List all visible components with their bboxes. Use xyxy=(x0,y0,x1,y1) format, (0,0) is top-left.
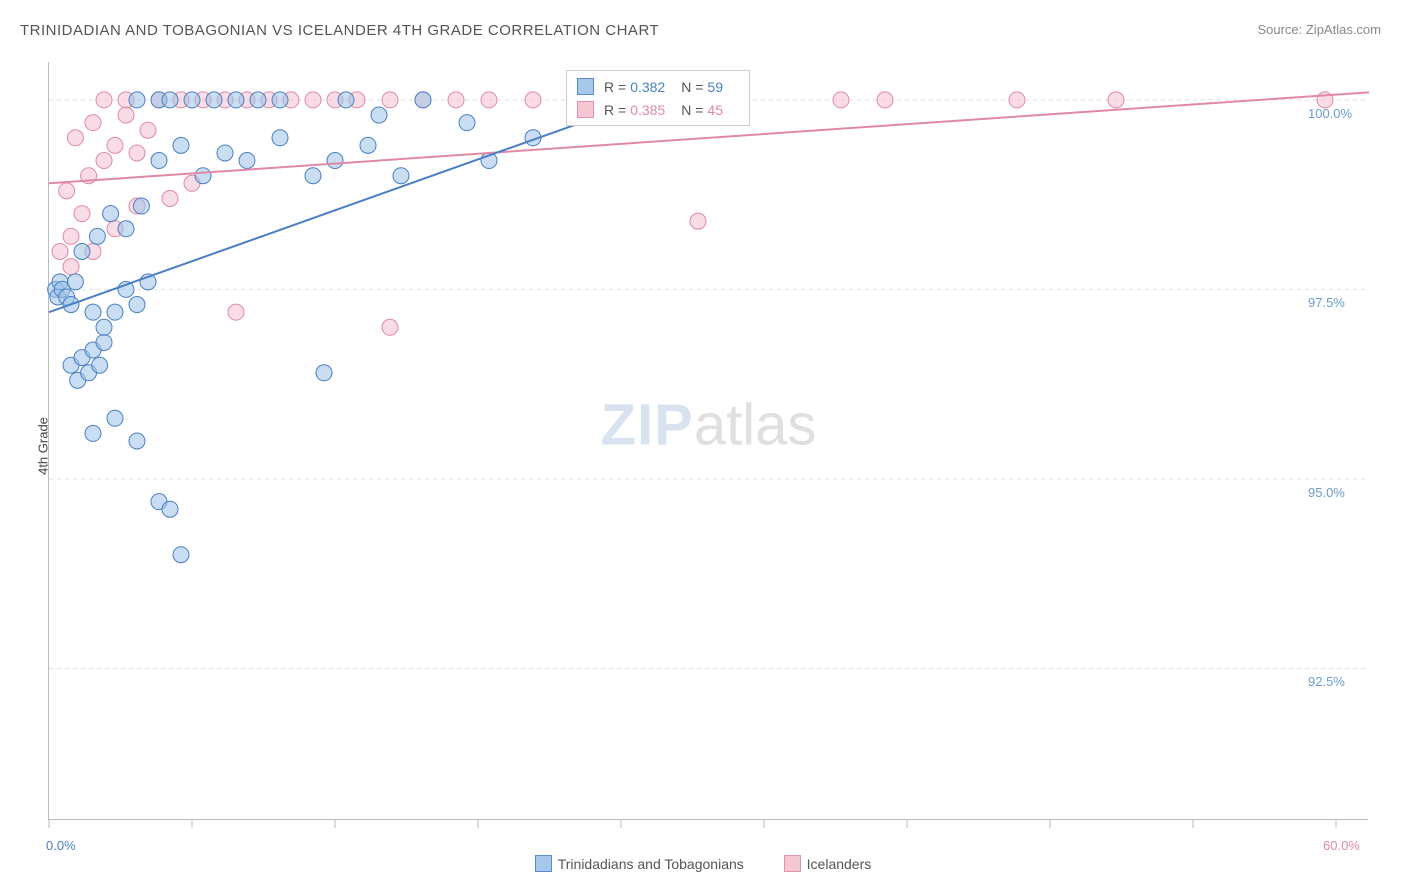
source-name: ZipAtlas.com xyxy=(1306,22,1381,37)
n-label-a: N = xyxy=(681,79,703,95)
stats-legend-box: R = 0.382 N = 59 R = 0.385 N = 45 xyxy=(566,70,750,126)
r-label-a: R = xyxy=(604,79,626,95)
y-tick-label: 95.0% xyxy=(1308,485,1345,500)
chart-svg xyxy=(49,62,1368,819)
r-value-a: 0.382 xyxy=(630,79,665,95)
y-tick-label: 92.5% xyxy=(1308,674,1345,689)
x-tick-min: 0.0% xyxy=(46,838,76,853)
plot-area: ZIPatlas R = 0.382 N = 59 R = 0.385 N = … xyxy=(48,62,1368,820)
legend-item-a: Trinidadians and Tobagonians xyxy=(535,855,744,872)
x-tick-max: 60.0% xyxy=(1323,838,1360,853)
n-value-a: 59 xyxy=(707,79,723,95)
r-label-b: R = xyxy=(604,102,626,118)
y-tick-label: 100.0% xyxy=(1308,106,1352,121)
swatch-series-b xyxy=(577,101,594,118)
legend-bottom: Trinidadians and Tobagonians Icelanders xyxy=(0,855,1406,872)
swatch-series-a xyxy=(577,78,594,95)
r-value-b: 0.385 xyxy=(630,102,665,118)
legend-label-b: Icelanders xyxy=(807,856,872,872)
source-label: Source: ZipAtlas.com xyxy=(1257,22,1381,37)
n-value-b: 45 xyxy=(707,102,723,118)
legend-label-a: Trinidadians and Tobagonians xyxy=(558,856,744,872)
legend-swatch-b xyxy=(784,855,801,872)
n-label-b: N = xyxy=(681,102,703,118)
legend-swatch-a xyxy=(535,855,552,872)
stats-row-a: R = 0.382 N = 59 xyxy=(567,75,749,98)
stats-row-b: R = 0.385 N = 45 xyxy=(567,98,749,121)
chart-title: TRINIDADIAN AND TOBAGONIAN VS ICELANDER … xyxy=(20,22,659,39)
legend-item-b: Icelanders xyxy=(784,855,872,872)
source-prefix: Source: xyxy=(1257,22,1305,37)
y-tick-label: 97.5% xyxy=(1308,295,1345,310)
